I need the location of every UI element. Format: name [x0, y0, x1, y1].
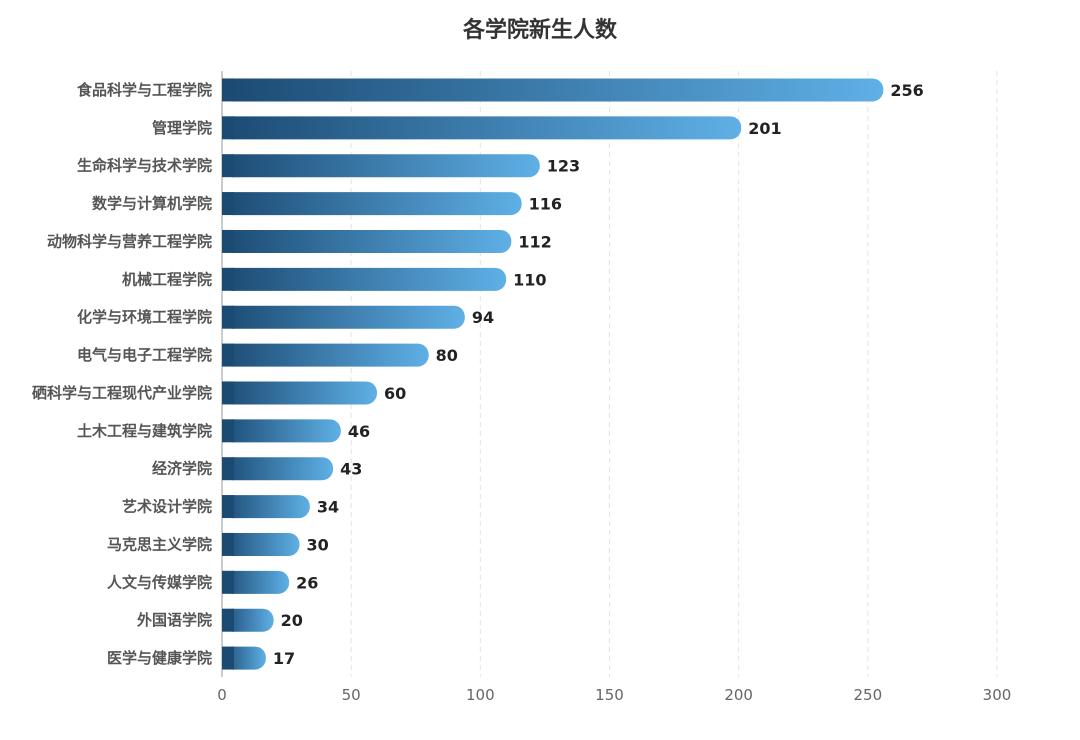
- value-label: 60: [384, 384, 406, 403]
- category-label: 动物科学与营养工程学院: [47, 232, 212, 250]
- value-label: 43: [340, 460, 362, 479]
- bar-base: [222, 457, 234, 481]
- category-label: 食品科学与工程学院: [77, 81, 212, 99]
- category-label: 医学与健康学院: [107, 649, 212, 667]
- category-label: 人文与传媒学院: [107, 573, 212, 591]
- bar: [222, 343, 429, 367]
- value-label: 80: [436, 346, 458, 365]
- x-tick-label: 0: [217, 686, 227, 704]
- bar-base: [222, 78, 234, 102]
- bar-base: [222, 381, 234, 405]
- category-label: 马克思主义学院: [107, 535, 212, 553]
- value-label: 116: [529, 195, 562, 214]
- value-label: 94: [472, 308, 494, 327]
- chart-title: 各学院新生人数: [462, 18, 617, 43]
- bar-base: [222, 305, 234, 329]
- bar: [222, 381, 377, 405]
- bar-base: [222, 608, 234, 632]
- value-label: 112: [518, 232, 551, 251]
- bars: [222, 78, 884, 670]
- bar: [222, 305, 465, 329]
- bar: [222, 192, 522, 216]
- bar-base: [222, 343, 234, 367]
- bar: [222, 267, 507, 291]
- value-label: 26: [296, 573, 318, 592]
- bar-base: [222, 532, 234, 556]
- bar-base: [222, 267, 234, 291]
- bar-base: [222, 154, 234, 178]
- bar-base: [222, 419, 234, 443]
- category-label: 硒科学与工程现代产业学院: [32, 384, 212, 402]
- x-tick-label: 100: [466, 686, 495, 704]
- value-label: 46: [348, 422, 370, 441]
- category-label: 外国语学院: [136, 611, 212, 629]
- bar: [222, 229, 512, 253]
- category-label: 土木工程与建筑学院: [77, 422, 212, 440]
- value-label: 123: [547, 157, 580, 176]
- bar: [222, 457, 334, 481]
- bar-base: [222, 192, 234, 216]
- value-label: 30: [307, 535, 329, 554]
- x-tick-label: 250: [854, 686, 883, 704]
- x-tick-label: 200: [724, 686, 753, 704]
- category-label: 经济学院: [152, 460, 212, 478]
- x-tick-label: 150: [595, 686, 624, 704]
- bar: [222, 116, 742, 140]
- value-label: 20: [281, 611, 303, 630]
- category-label: 电气与电子工程学院: [77, 346, 212, 364]
- bar: [222, 532, 300, 556]
- bar-base: [222, 116, 234, 140]
- bar-base: [222, 646, 234, 670]
- bar: [222, 78, 884, 102]
- x-tick-label: 50: [342, 686, 361, 704]
- bar: [222, 154, 540, 178]
- bar-base: [222, 570, 234, 594]
- bar: [222, 608, 274, 632]
- bar-base: [222, 229, 234, 253]
- category-label: 艺术设计学院: [122, 498, 212, 516]
- bar: [222, 570, 290, 594]
- category-label: 机械工程学院: [122, 270, 212, 288]
- category-label: 化学与环境工程学院: [77, 308, 212, 326]
- category-label: 管理学院: [152, 119, 212, 137]
- category-label: 生命科学与技术学院: [77, 157, 212, 175]
- value-label: 256: [890, 81, 923, 100]
- labels: 0 50 100 150 200 250 300 食品科学与工程学院 256 管理学院 201 生命科…: [32, 81, 1011, 704]
- bar: [222, 495, 310, 519]
- bar: [222, 419, 341, 443]
- value-label: 34: [317, 498, 339, 517]
- category-label: 数学与计算机学院: [92, 195, 212, 213]
- value-label: 201: [748, 119, 781, 138]
- bar-base: [222, 495, 234, 519]
- value-label: 17: [273, 649, 295, 668]
- value-label: 110: [513, 270, 546, 289]
- x-tick-label: 300: [983, 686, 1012, 704]
